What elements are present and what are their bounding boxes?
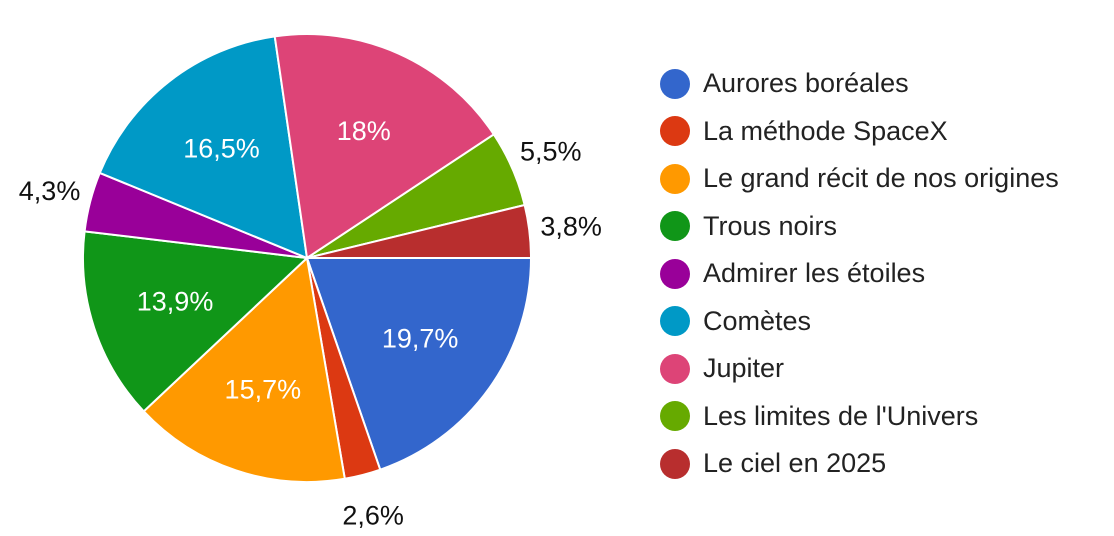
legend-swatch-icon bbox=[660, 353, 690, 384]
legend-item-le-grand-recit-de-nos-origines: Le grand récit de nos origines bbox=[660, 155, 1059, 203]
legend-label: Aurores boréales bbox=[703, 68, 909, 99]
slice-value-label: 5,5% bbox=[520, 137, 582, 167]
legend-label: Le grand récit de nos origines bbox=[703, 163, 1059, 194]
legend-item-aurores-boreales: Aurores boréales bbox=[660, 60, 1059, 108]
slice-value-label: 13,9% bbox=[137, 286, 214, 316]
slice-value-label: 4,3% bbox=[19, 176, 81, 206]
legend-item-jupiter: Jupiter bbox=[660, 345, 1059, 393]
slice-value-label: 16,5% bbox=[183, 134, 260, 164]
legend-label: La méthode SpaceX bbox=[703, 115, 948, 146]
legend-item-cometes: Comètes bbox=[660, 298, 1059, 346]
legend-label: Le ciel en 2025 bbox=[703, 448, 887, 479]
slice-value-label: 15,7% bbox=[225, 375, 302, 405]
legend-label: Les limites de l'Univers bbox=[703, 400, 979, 431]
slice-value-label: 18% bbox=[337, 116, 391, 146]
legend-swatch-icon bbox=[660, 116, 690, 147]
legend-swatch-icon bbox=[660, 306, 690, 337]
legend-item-les-limites-de-l-univers: Les limites de l'Univers bbox=[660, 393, 1059, 441]
legend-item-trous-noirs: Trous noirs bbox=[660, 203, 1059, 251]
legend-label: Comètes bbox=[703, 305, 812, 336]
chart-legend: Aurores boréales La méthode SpaceX Le gran… bbox=[660, 60, 1059, 488]
legend-label: Admirer les étoiles bbox=[703, 258, 926, 289]
pie-slice-le-grand-recit-de-nos-origines bbox=[142, 255, 346, 483]
legend-swatch-icon bbox=[660, 448, 690, 479]
legend-label: Jupiter bbox=[703, 353, 785, 384]
pie-slice-trous-noirs bbox=[82, 230, 310, 413]
legend-swatch-icon bbox=[660, 163, 690, 194]
legend-item-le-ciel-en-2025: Le ciel en 2025 bbox=[660, 440, 1059, 488]
legend-swatch-icon bbox=[660, 401, 690, 432]
legend-swatch-icon bbox=[660, 258, 690, 289]
slice-value-label: 3,8% bbox=[540, 211, 602, 241]
legend-item-admirer-les-etoiles: Admirer les étoiles bbox=[660, 250, 1059, 298]
pie-slice-aurores-boreales bbox=[305, 257, 533, 471]
slice-value-label: 2,6% bbox=[342, 501, 404, 531]
legend-swatch-icon bbox=[660, 68, 690, 99]
pie-slice-cometes bbox=[98, 35, 309, 260]
pie-slice-jupiter bbox=[273, 33, 496, 260]
legend-label: Trous noirs bbox=[703, 210, 838, 241]
legend-item-la-methode-spacex: La méthode SpaceX bbox=[660, 108, 1059, 156]
pie-slice-le-ciel-en-2025 bbox=[306, 203, 533, 259]
slice-value-label: 19,7% bbox=[382, 324, 459, 354]
legend-swatch-icon bbox=[660, 211, 690, 242]
